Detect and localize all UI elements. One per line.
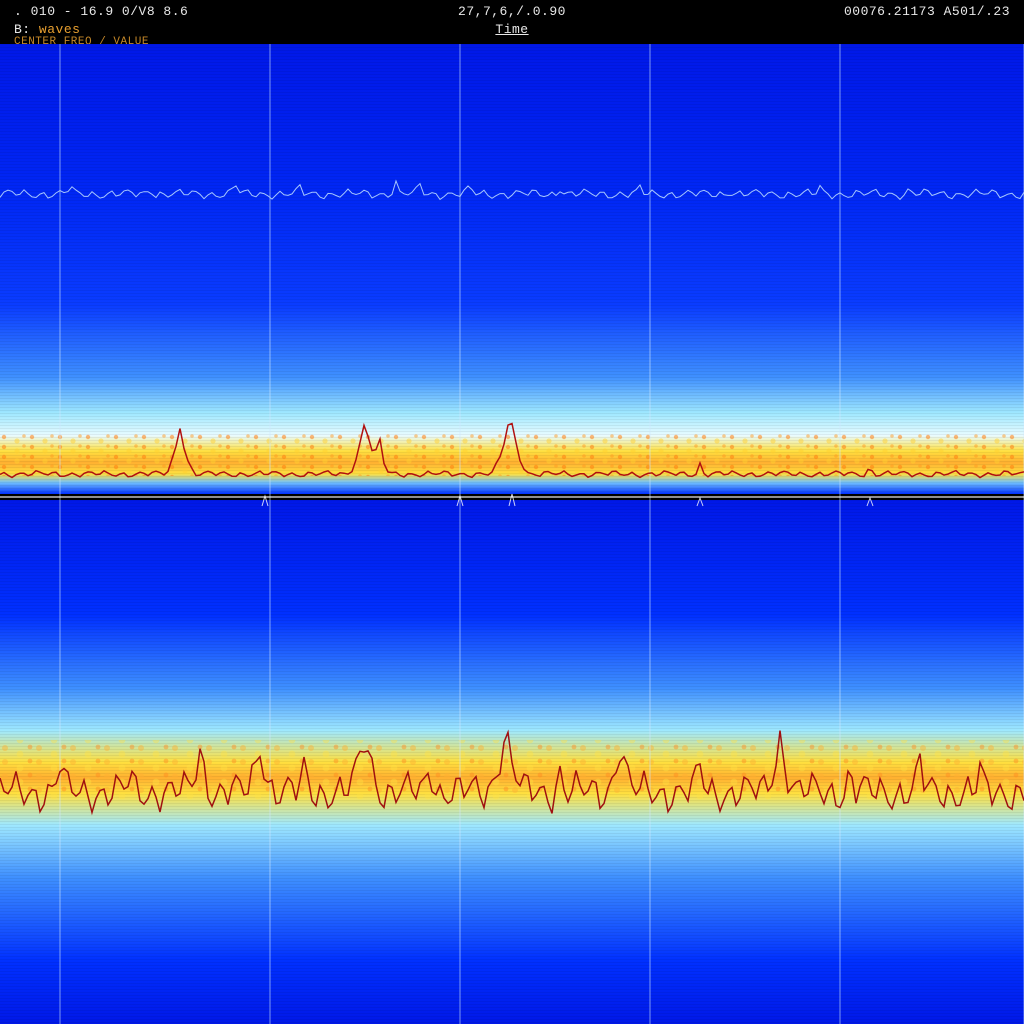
hdr-xaxis-label: Time (495, 22, 528, 37)
hdr-channel-label: B: waves (14, 22, 80, 37)
header-strip: . 010 - 16.9 0/V8 8.6 27,7,6,/.0.90 0007… (0, 0, 1024, 44)
hdr-channel-key: B: (14, 22, 31, 37)
hdr-right-readout: 00076.21173 A501/.23 (844, 4, 1010, 19)
hdr-channel-value: waves (39, 22, 81, 37)
spectrogram-plot[interactable] (0, 44, 1024, 1024)
hdr-left-readout: . 010 - 16.9 0/V8 8.6 (14, 4, 188, 19)
hdr-center-readout: 27,7,6,/.0.90 (458, 4, 566, 19)
